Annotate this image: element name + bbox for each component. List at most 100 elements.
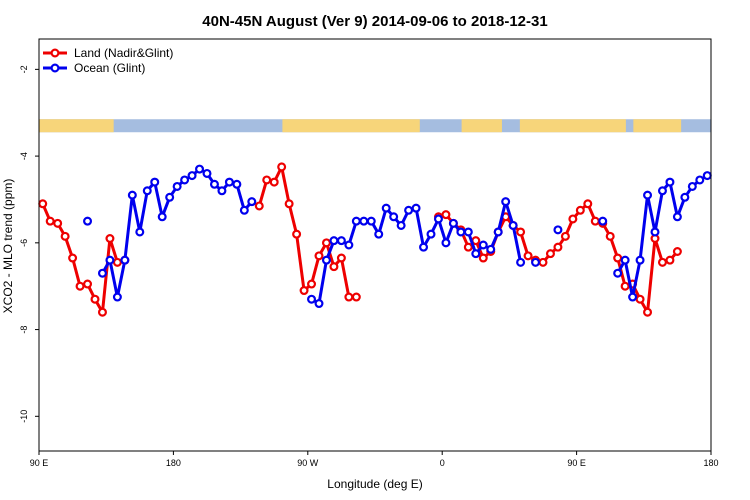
x-tick-label: 180 xyxy=(166,458,181,468)
data-point xyxy=(351,292,361,302)
data-point xyxy=(97,268,107,278)
data-point xyxy=(195,164,205,174)
data-point xyxy=(239,205,249,215)
data-point xyxy=(456,227,466,237)
data-point xyxy=(45,216,55,226)
data-point xyxy=(545,249,555,259)
data-point xyxy=(60,231,70,241)
data-point xyxy=(232,179,242,189)
data-point xyxy=(344,292,354,302)
data-point xyxy=(441,210,451,220)
data-point xyxy=(329,262,339,272)
data-point xyxy=(516,227,526,237)
land-band-segment xyxy=(282,119,420,133)
data-point xyxy=(68,253,78,263)
data-point xyxy=(613,268,623,278)
data-point xyxy=(269,177,279,187)
data-point xyxy=(389,212,399,222)
legend-marker xyxy=(50,63,60,73)
x-axis-label: Longitude (deg E) xyxy=(327,477,422,491)
data-point xyxy=(209,179,219,189)
x-tick-label: 180 xyxy=(703,458,718,468)
data-point xyxy=(665,177,675,187)
y-tick-label: -4 xyxy=(19,152,29,160)
data-point xyxy=(366,216,376,226)
data-point xyxy=(396,220,406,230)
series-ocean xyxy=(83,164,712,309)
data-point xyxy=(120,255,130,265)
data-point xyxy=(307,279,317,289)
data-point xyxy=(247,197,257,207)
data-point xyxy=(224,177,234,187)
data-point xyxy=(314,299,324,309)
data-point xyxy=(501,197,511,207)
data-point xyxy=(463,242,473,252)
data-point xyxy=(404,205,414,215)
y-tick-label: -6 xyxy=(19,239,29,247)
land-band-segment xyxy=(519,119,626,133)
data-point xyxy=(105,255,115,265)
data-point xyxy=(448,218,458,228)
data-point xyxy=(53,218,63,228)
data-point xyxy=(411,203,421,213)
x-tick-label: 90 E xyxy=(30,458,49,468)
data-point xyxy=(605,231,615,241)
data-point xyxy=(538,257,548,267)
data-point xyxy=(687,181,697,191)
data-point xyxy=(307,294,317,304)
y-axis: -2 -4 -6 -8 -10 xyxy=(19,65,39,423)
data-point xyxy=(112,292,122,302)
data-point xyxy=(516,257,526,267)
data-point xyxy=(643,190,653,200)
land-band-segment xyxy=(633,119,682,133)
data-point xyxy=(83,279,93,289)
y-axis-label: XCO2 - MLO trend (ppm) xyxy=(1,179,15,314)
x-tick-label: 90 E xyxy=(567,458,586,468)
data-point xyxy=(628,292,638,302)
data-point xyxy=(90,294,100,304)
x-axis: 90 E 180 90 W 0 90 E 180 xyxy=(30,451,719,468)
data-point xyxy=(292,229,302,239)
data-point xyxy=(38,199,48,209)
data-point xyxy=(508,220,518,230)
data-point xyxy=(568,214,578,224)
data-point xyxy=(277,162,287,172)
data-point xyxy=(314,251,324,261)
data-point xyxy=(657,186,667,196)
data-point xyxy=(202,168,212,178)
land-ocean-band xyxy=(39,119,711,133)
land-band-segment xyxy=(461,119,502,133)
plot-frame xyxy=(38,38,712,452)
data-point xyxy=(262,175,272,185)
data-point xyxy=(650,227,660,237)
data-point xyxy=(299,286,309,296)
series-layer xyxy=(38,162,712,317)
data-point xyxy=(217,186,227,196)
data-point xyxy=(426,229,436,239)
data-point xyxy=(344,240,354,250)
data-point xyxy=(598,216,608,226)
land-band-segment xyxy=(39,119,114,133)
data-point xyxy=(531,257,541,267)
data-point xyxy=(478,253,488,263)
data-point xyxy=(254,201,264,211)
data-point xyxy=(590,216,600,226)
legend-marker xyxy=(50,48,60,58)
data-point xyxy=(553,225,563,235)
data-point xyxy=(665,255,675,265)
data-point xyxy=(643,307,653,317)
data-point xyxy=(381,203,391,213)
x-tick-label: 90 W xyxy=(297,458,319,468)
legend-label: Land (Nadir&Glint) xyxy=(74,46,173,60)
data-point xyxy=(478,240,488,250)
y-tick-label: -8 xyxy=(19,326,29,334)
data-point xyxy=(523,251,533,261)
data-point xyxy=(321,255,331,265)
data-point xyxy=(441,238,451,248)
data-point xyxy=(172,181,182,191)
data-point xyxy=(75,281,85,291)
data-point xyxy=(142,186,152,196)
data-point xyxy=(613,253,623,263)
data-point xyxy=(127,190,137,200)
